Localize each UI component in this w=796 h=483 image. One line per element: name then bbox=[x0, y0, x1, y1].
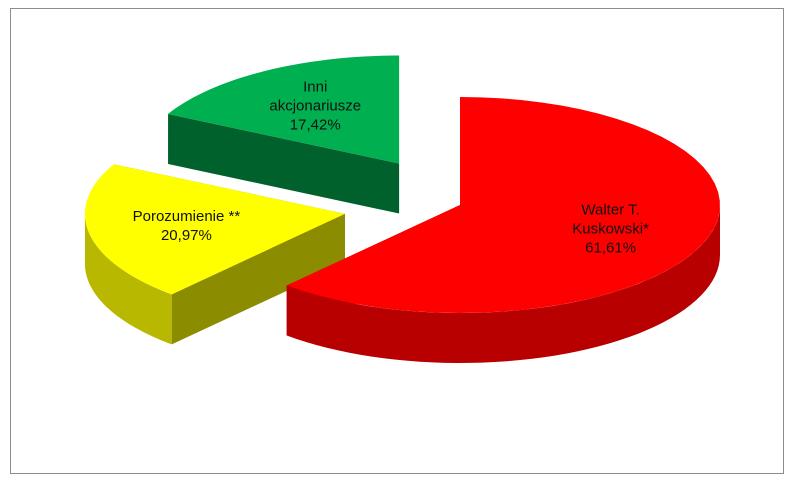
slice bbox=[168, 55, 400, 164]
slice bbox=[286, 97, 720, 313]
category-label: Walter T. Kuskowski* bbox=[572, 201, 649, 238]
category-label: Inni akcjonariusze bbox=[269, 78, 362, 115]
value-label: 61,61% bbox=[585, 239, 637, 257]
category-label: Porozumienie ** bbox=[132, 207, 241, 225]
data-label: Porozumienie ** 20,97% bbox=[127, 207, 245, 245]
data-label: Walter T. Kuskowski* 61,61% bbox=[552, 200, 670, 257]
value-label: 20,97% bbox=[160, 226, 212, 244]
data-label: Inni akcjonariusze 17,42% bbox=[256, 78, 374, 135]
slice-rim bbox=[286, 205, 720, 363]
value-label: 17,42% bbox=[289, 116, 341, 134]
chart-frame bbox=[10, 8, 784, 474]
slice bbox=[84, 164, 345, 295]
slice-rim bbox=[84, 213, 172, 345]
slice-side bbox=[168, 113, 400, 214]
